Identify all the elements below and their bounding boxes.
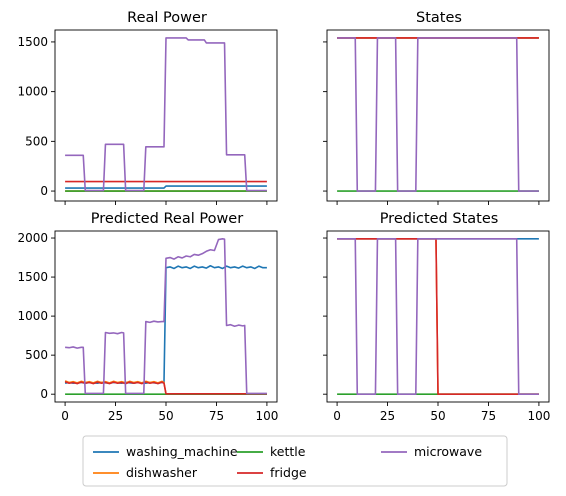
series-line-fridge (337, 238, 539, 395)
legend-label: dishwasher (126, 465, 198, 480)
series-line-microwave (65, 37, 267, 192)
y-tick-label: 0 (40, 184, 48, 198)
panel-title: States (416, 10, 462, 26)
legend-label: washing_machine (126, 444, 238, 459)
panel-states: States (323, 10, 550, 205)
plot-area (337, 37, 539, 192)
x-tick-label: 50 (158, 409, 173, 423)
series-line-microwave (337, 238, 539, 395)
legend: washing_machine dishwasher kettle fridge mic… (82, 435, 508, 487)
y-tick-label: 1500 (17, 270, 48, 284)
y-tick-label: 0 (40, 387, 48, 401)
panel-title: Real Power (127, 10, 207, 26)
x-tick-label: 100 (255, 409, 278, 423)
x-tick-label: 25 (108, 409, 123, 423)
y-tick-label: 1500 (17, 35, 48, 49)
plot-area (337, 238, 539, 395)
panel-title: Predicted States (380, 211, 499, 227)
axes-frame (54, 29, 278, 202)
y-tick-label: 500 (25, 134, 48, 148)
panel-predicted-real-power: Predicted Real Power 0 25 50 75 100050010001… (17, 211, 278, 423)
panel-real-power: Real Power 0 500 1000 1500 (17, 10, 278, 205)
x-tick-label: 0 (61, 409, 69, 423)
series-line-microwave (337, 37, 539, 192)
x-tick-label: 100 (527, 409, 550, 423)
y-tick-label: 2000 (17, 231, 48, 245)
axes-frame (326, 29, 550, 202)
panel-predicted-states: Predicted States 0 25 50 75 100 (323, 211, 550, 423)
legend-label: fridge (270, 465, 307, 480)
x-tick-label: 0 (333, 409, 341, 423)
axes-frame (326, 230, 550, 403)
y-tick-label: 1000 (17, 85, 48, 99)
plot-area (65, 37, 267, 192)
panel-title: Predicted Real Power (91, 211, 243, 227)
series-line-fridge (64, 380, 267, 395)
legend-label: kettle (270, 444, 306, 459)
plot-area (64, 238, 267, 395)
axes-frame (54, 230, 278, 403)
x-tick-label: 50 (430, 409, 445, 423)
x-tick-label: 25 (380, 409, 395, 423)
x-tick-label: 75 (481, 409, 496, 423)
series-line-microwave (65, 238, 267, 395)
legend-label: microwave (414, 444, 482, 459)
y-tick-label: 500 (25, 348, 48, 362)
legend-frame (82, 435, 508, 487)
series-line-washing_machine (65, 185, 267, 189)
y-tick-label: 1000 (17, 309, 48, 323)
x-tick-label: 75 (209, 409, 224, 423)
